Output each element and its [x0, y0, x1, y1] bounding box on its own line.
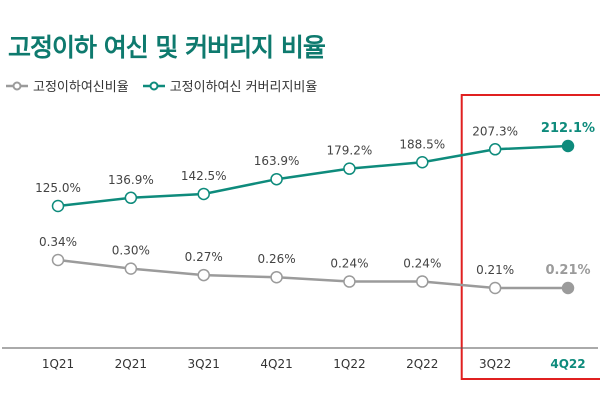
npl-point-3q21 [197, 268, 210, 282]
npl-point-2q21 [124, 262, 138, 275]
npl-point-3q22 [488, 281, 502, 295]
highlight-box [460, 94, 600, 380]
npl-data-label-4q22: 0.21% [545, 263, 590, 278]
x-tick-label-4q22: 4Q22 [550, 357, 585, 371]
legend-label-npl: 고정이하여신비율 [33, 80, 129, 95]
x-tick-label-4q21: 4Q21 [260, 357, 292, 371]
npl-series-line [57, 258, 568, 290]
coverage-point-1q21 [51, 199, 65, 213]
npl-data-label-3q22: 0.21% [476, 263, 514, 277]
coverage-point-2q22 [416, 156, 429, 169]
coverage-point-4q21 [270, 172, 283, 186]
legend-item-coverage: 고정이하여신 커버리지비율 [142, 76, 318, 95]
x-tick-label-2q21: 2Q21 [115, 357, 147, 371]
coverage-data-label-1q22: 179.2% [327, 144, 373, 158]
npl-point-1q22 [343, 275, 356, 288]
x-tick-label-3q22: 3Q22 [479, 357, 511, 371]
npl-point-4q22 [561, 281, 575, 295]
coverage-data-label-3q22: 207.3% [472, 124, 518, 138]
legend-item-npl: 고정이하여신비율 [6, 76, 129, 95]
npl-data-label-2q21: 0.30% [112, 244, 150, 258]
chart-title: 고정이하 여신 및 커버리지 비율 [8, 33, 326, 62]
coverage-point-2q21 [124, 191, 138, 205]
x-tick-label-1q21: 1Q21 [42, 357, 74, 371]
legend-marker-npl-icon [6, 81, 28, 90]
legend-marker-coverage-icon [142, 81, 165, 90]
coverage-point-3q22 [488, 143, 502, 156]
coverage-data-label-4q22: 212.1% [541, 121, 595, 136]
coverage-point-1q22 [343, 162, 356, 175]
npl-data-label-3q21: 0.27% [185, 250, 223, 264]
npl-data-label-1q21: 0.34% [39, 235, 77, 249]
x-tick-label-1q22: 1Q22 [333, 357, 365, 371]
npl-point-1q21 [51, 253, 65, 267]
x-tick-label-2q22: 2Q22 [406, 357, 438, 371]
coverage-data-label-3q21: 142.5% [181, 169, 227, 183]
coverage-point-3q21 [197, 187, 210, 201]
npl-data-label-1q22: 0.24% [330, 257, 368, 271]
coverage-data-label-1q21: 125.0% [35, 181, 81, 195]
npl-point-2q22 [416, 275, 429, 288]
coverage-point-4q22 [561, 139, 575, 153]
npl-point-4q21 [270, 270, 283, 284]
legend-label-coverage: 고정이하여신 커버리지비율 [169, 80, 318, 95]
x-tick-label-3q21: 3Q21 [188, 357, 220, 371]
legend: 고정이하여신비율 고정이하여신 커버리지비율 [6, 76, 331, 95]
coverage-data-label-4q21: 163.9% [254, 154, 300, 168]
npl-data-label-4q21: 0.26% [258, 252, 296, 266]
coverage-data-label-2q22: 188.5% [399, 137, 445, 151]
coverage-series-line [57, 144, 569, 208]
npl-data-label-2q22: 0.24% [403, 257, 441, 271]
coverage-data-label-2q21: 136.9% [108, 173, 154, 187]
